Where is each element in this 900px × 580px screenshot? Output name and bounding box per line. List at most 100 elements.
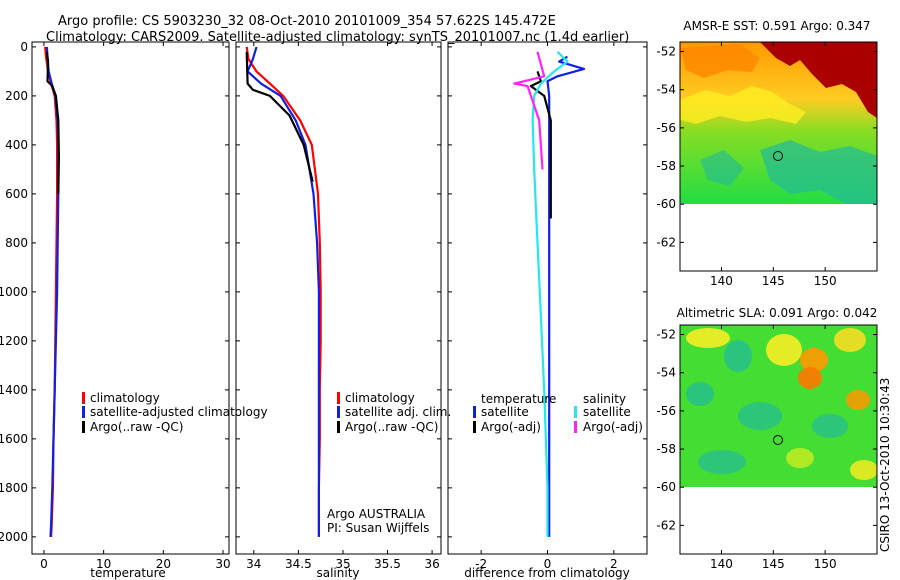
figure-title-line2: Climatology: CARS2009. Satellite-adjuste…: [46, 30, 630, 45]
temperature-axes: [31, 41, 230, 555]
legend-label-temp-argo: Argo(-adj): [481, 420, 541, 434]
legend-label-argo: Argo(..raw -QC): [90, 420, 183, 434]
y-tick-label: -52: [656, 328, 676, 342]
salinity-xlabel: salinity: [316, 566, 359, 580]
sst-map-axes: [679, 41, 878, 272]
sla-yellow-patch: [766, 334, 802, 366]
y-tick-label: -52: [656, 45, 676, 59]
legend-header-temperature: temperature: [481, 392, 556, 406]
legend-swatch-argo: [82, 421, 85, 433]
sla-map-panel: Altimetric SLA: 0.091 Argo: 0.042: [656, 306, 878, 571]
x-tick-label: 145: [762, 557, 785, 571]
y-tick-label: 600: [5, 187, 28, 201]
series-line-satellite-adj-clim-: [246, 46, 320, 537]
series-line-climatology: [245, 46, 322, 537]
temperature-ticks: 0 10 20 30 0 200 400 600 800 1000 1200 1400 1600 1800…: [0, 40, 231, 571]
sla-land-mask: [680, 487, 877, 554]
sla-orange-patch: [798, 367, 822, 389]
sla-map-title: Altimetric SLA: 0.091 Argo: 0.042: [677, 306, 878, 320]
series-line-climatology: [44, 46, 59, 537]
salinity-lines: [245, 46, 322, 537]
series-line-argo-raw-qc-: [45, 51, 61, 194]
y-tick-label: -62: [656, 235, 676, 249]
sla-yellow-patch: [686, 328, 730, 348]
y-tick-label: 1400: [0, 383, 28, 397]
salinity-legend: climatology satellite adj. clim. Argo(..…: [337, 391, 451, 434]
y-tick-label: 400: [5, 138, 28, 152]
x-tick-label: 150: [814, 274, 837, 288]
legend-header-salinity: salinity: [583, 392, 626, 406]
difference-axes: [447, 41, 648, 555]
series-line-salinity-satellite: [531, 51, 569, 537]
difference-legend: temperature salinity satellite Argo(-adj…: [473, 392, 643, 434]
legend-label-argo: Argo(..raw -QC): [345, 420, 438, 434]
x-tick-label: 0: [544, 557, 552, 571]
series-line-argo-raw-qc-: [245, 51, 314, 182]
sla-teal-patch: [812, 414, 848, 438]
y-tick-label: -54: [656, 83, 676, 97]
temperature-panel: 0 10 20 30 0 200 400 600 800 1000 1200 1400 1600 1800…: [0, 40, 268, 580]
sst-map-title: AMSR-E SST: 0.591 Argo: 0.347: [683, 19, 870, 33]
legend-swatch-temp-argo: [473, 421, 476, 433]
y-tick-label: -56: [656, 121, 676, 135]
legend-label-climatology: climatology: [345, 391, 415, 405]
legend-swatch-temp-satellite: [473, 406, 476, 418]
legend-swatch-satellite-adj: [337, 406, 340, 418]
sla-yellow-patch: [850, 460, 877, 480]
x-tick-label: 34: [246, 557, 261, 571]
sst-teal-patch-2: [700, 150, 744, 186]
legend-swatch-satellite-adjusted: [82, 406, 85, 418]
x-tick-label: 2: [610, 557, 618, 571]
x-tick-label: 30: [215, 557, 230, 571]
difference-xlabel: difference from climatology: [464, 566, 630, 580]
sla-teal-patch: [724, 340, 752, 372]
legend-label-sal-argo: Argo(-adj): [583, 420, 643, 434]
y-tick-label: -56: [656, 404, 676, 418]
legend-swatch-sal-satellite: [574, 406, 577, 418]
sla-map-ticks: 140 145 150 -52 -54 -56 -58 -60 -62: [656, 325, 877, 571]
y-tick-label: 200: [5, 89, 28, 103]
sla-map-field: [680, 325, 877, 554]
sst-map-field: [680, 42, 877, 271]
x-tick-label: 35: [335, 557, 350, 571]
legend-swatch-climatology: [82, 392, 85, 404]
legend-label-satellite-adj: satellite adj. clim.: [345, 405, 451, 419]
y-tick-label: -60: [656, 480, 676, 494]
y-tick-label: -54: [656, 366, 676, 380]
sla-teal-patch: [698, 450, 746, 474]
x-tick-label: 140: [710, 557, 733, 571]
y-tick-label: -60: [656, 197, 676, 211]
difference-lines: [513, 51, 586, 537]
figure-title-line1: Argo profile: CS 5903230_32 08-Oct-2010 …: [58, 14, 556, 29]
difference-ticks: -2 0 2: [448, 42, 647, 571]
legend-label-temp-satellite: satellite: [481, 405, 529, 419]
float-annotation-line1: Argo AUSTRALIA: [327, 507, 426, 521]
x-tick-label: 145: [762, 274, 785, 288]
y-tick-label: 1600: [0, 432, 28, 446]
sst-warm-region: [760, 42, 877, 118]
sla-yellow-patch: [834, 328, 866, 352]
x-tick-label: 140: [710, 274, 733, 288]
x-tick-label: 10: [96, 557, 111, 571]
sla-orange-patch: [800, 348, 828, 372]
temperature-xlabel: temperature: [90, 566, 165, 580]
salinity-panel: 34 34.5 35 35.5 36 salinity climatology sate…: [235, 41, 451, 580]
sst-orange-patch: [680, 44, 760, 78]
y-tick-label: 1200: [0, 334, 28, 348]
salinity-axes: [235, 41, 442, 555]
sst-map-panel: AMSR-E SST: 0.591 Argo: 0.347: [656, 19, 878, 288]
legend-label-satellite-adjusted: satellite-adjusted climatology: [90, 405, 268, 419]
legend-swatch-sal-argo: [574, 421, 577, 433]
sla-argo-marker: [773, 435, 783, 445]
sst-land-mask: [680, 204, 877, 271]
y-tick-label: 1000: [0, 285, 28, 299]
series-line-temperature-satellite: [546, 55, 586, 537]
x-tick-label: 0: [40, 557, 48, 571]
side-stamp: CSIRO 13-Oct-2010 10:30:43: [878, 378, 892, 552]
y-tick-label: 1800: [0, 481, 28, 495]
x-tick-label: 35.5: [374, 557, 401, 571]
x-tick-label: -2: [475, 557, 487, 571]
legend-swatch-argo: [337, 421, 340, 433]
sst-yellow-band: [680, 86, 806, 124]
